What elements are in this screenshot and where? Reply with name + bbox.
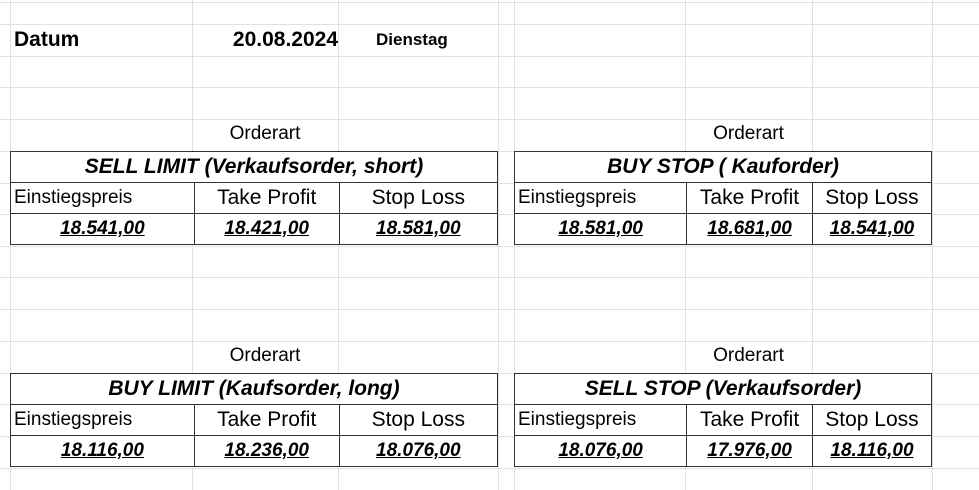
entry-price-value[interactable]: 18.581,00 xyxy=(513,213,688,245)
entry-price-header[interactable]: Einstiegspreis xyxy=(513,404,688,436)
entry-price-header[interactable]: Einstiegspreis xyxy=(10,182,195,214)
stop-loss-value[interactable]: 18.116,00 xyxy=(811,435,933,467)
date-cell[interactable]: 20.08.2024 xyxy=(232,28,338,51)
stop-loss-value[interactable]: 18.581,00 xyxy=(338,213,499,245)
take-profit-value[interactable]: 18.236,00 xyxy=(193,435,340,467)
order-type-title[interactable]: BUY LIMIT (Kaufsorder, long) xyxy=(10,373,498,405)
stop-loss-header[interactable]: Stop Loss xyxy=(338,404,499,436)
orderart-label: Orderart xyxy=(229,123,301,144)
order-type-title[interactable]: SELL STOP (Verkaufsorder) xyxy=(514,373,932,405)
take-profit-header[interactable]: Take Profit xyxy=(686,182,813,214)
order-table: BUY LIMIT (Kaufsorder, long) Einstiegspre… xyxy=(10,373,499,467)
take-profit-value[interactable]: 17.976,00 xyxy=(686,435,813,467)
take-profit-value[interactable]: 18.681,00 xyxy=(686,213,813,245)
datum-label: Datum xyxy=(14,28,80,51)
orderart-label: Orderart xyxy=(713,123,784,144)
order-table: BUY STOP ( Kauforder) Einstiegspreis Take … xyxy=(513,151,933,245)
take-profit-header[interactable]: Take Profit xyxy=(193,404,340,436)
entry-price-header[interactable]: Einstiegspreis xyxy=(10,404,195,436)
entry-price-value[interactable]: 18.541,00 xyxy=(10,213,195,245)
order-type-title[interactable]: BUY STOP ( Kauforder) xyxy=(514,151,932,183)
take-profit-header[interactable]: Take Profit xyxy=(686,404,813,436)
stop-loss-header[interactable]: Stop Loss xyxy=(811,182,933,214)
stop-loss-header[interactable]: Stop Loss xyxy=(811,404,933,436)
entry-price-value[interactable]: 18.116,00 xyxy=(10,435,195,467)
order-type-title[interactable]: SELL LIMIT (Verkaufsorder, short) xyxy=(10,151,498,183)
stop-loss-header[interactable]: Stop Loss xyxy=(338,182,499,214)
stop-loss-value[interactable]: 18.076,00 xyxy=(338,435,499,467)
order-table: SELL STOP (Verkaufsorder) Einstiegspreis T… xyxy=(513,373,933,467)
orderart-label: Orderart xyxy=(229,345,301,366)
stop-loss-value[interactable]: 18.541,00 xyxy=(811,213,933,245)
weekday-cell[interactable]: Dienstag xyxy=(376,30,448,49)
take-profit-value[interactable]: 18.421,00 xyxy=(193,213,340,245)
entry-price-value[interactable]: 18.076,00 xyxy=(513,435,688,467)
orderart-label: Orderart xyxy=(713,345,784,366)
entry-price-header[interactable]: Einstiegspreis xyxy=(513,182,688,214)
order-table: SELL LIMIT (Verkaufsorder, short) Einstie… xyxy=(10,151,499,245)
take-profit-header[interactable]: Take Profit xyxy=(193,182,340,214)
